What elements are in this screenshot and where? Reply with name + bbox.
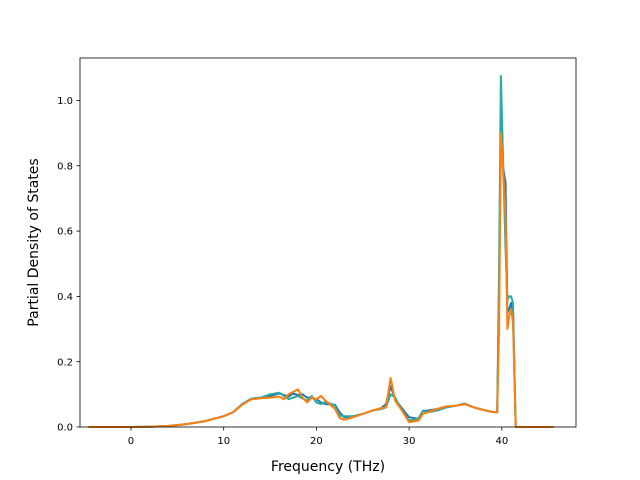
y-tick-label: 0.8: [57, 161, 73, 172]
y-tick-label: 0.4: [57, 292, 73, 303]
y-tick-label: 0.2: [57, 357, 73, 368]
x-tick-label: 10: [217, 436, 230, 447]
series-line-3: [88, 132, 554, 428]
plot-frame: [79, 57, 577, 428]
series-line-2: [88, 75, 554, 428]
y-tick-label: 1.0: [57, 96, 73, 107]
y-tick-label: 0.0: [57, 423, 73, 434]
x-tick-label: 30: [403, 436, 416, 447]
x-axis-ticks: 0 10 20 30 40: [128, 427, 508, 447]
x-axis-label: Frequency (THz): [271, 459, 385, 475]
x-tick-label: 0: [128, 436, 134, 447]
y-tick-label: 0.6: [57, 227, 73, 238]
x-tick-label: 40: [495, 436, 508, 447]
plot-lines: [88, 75, 554, 428]
series-line-1: [88, 114, 554, 428]
y-axis-label: Partial Density of States: [26, 158, 42, 326]
y-axis-ticks: 0.0 0.2 0.4 0.6 0.8 1.0: [57, 96, 80, 434]
x-tick-label: 20: [310, 436, 323, 447]
